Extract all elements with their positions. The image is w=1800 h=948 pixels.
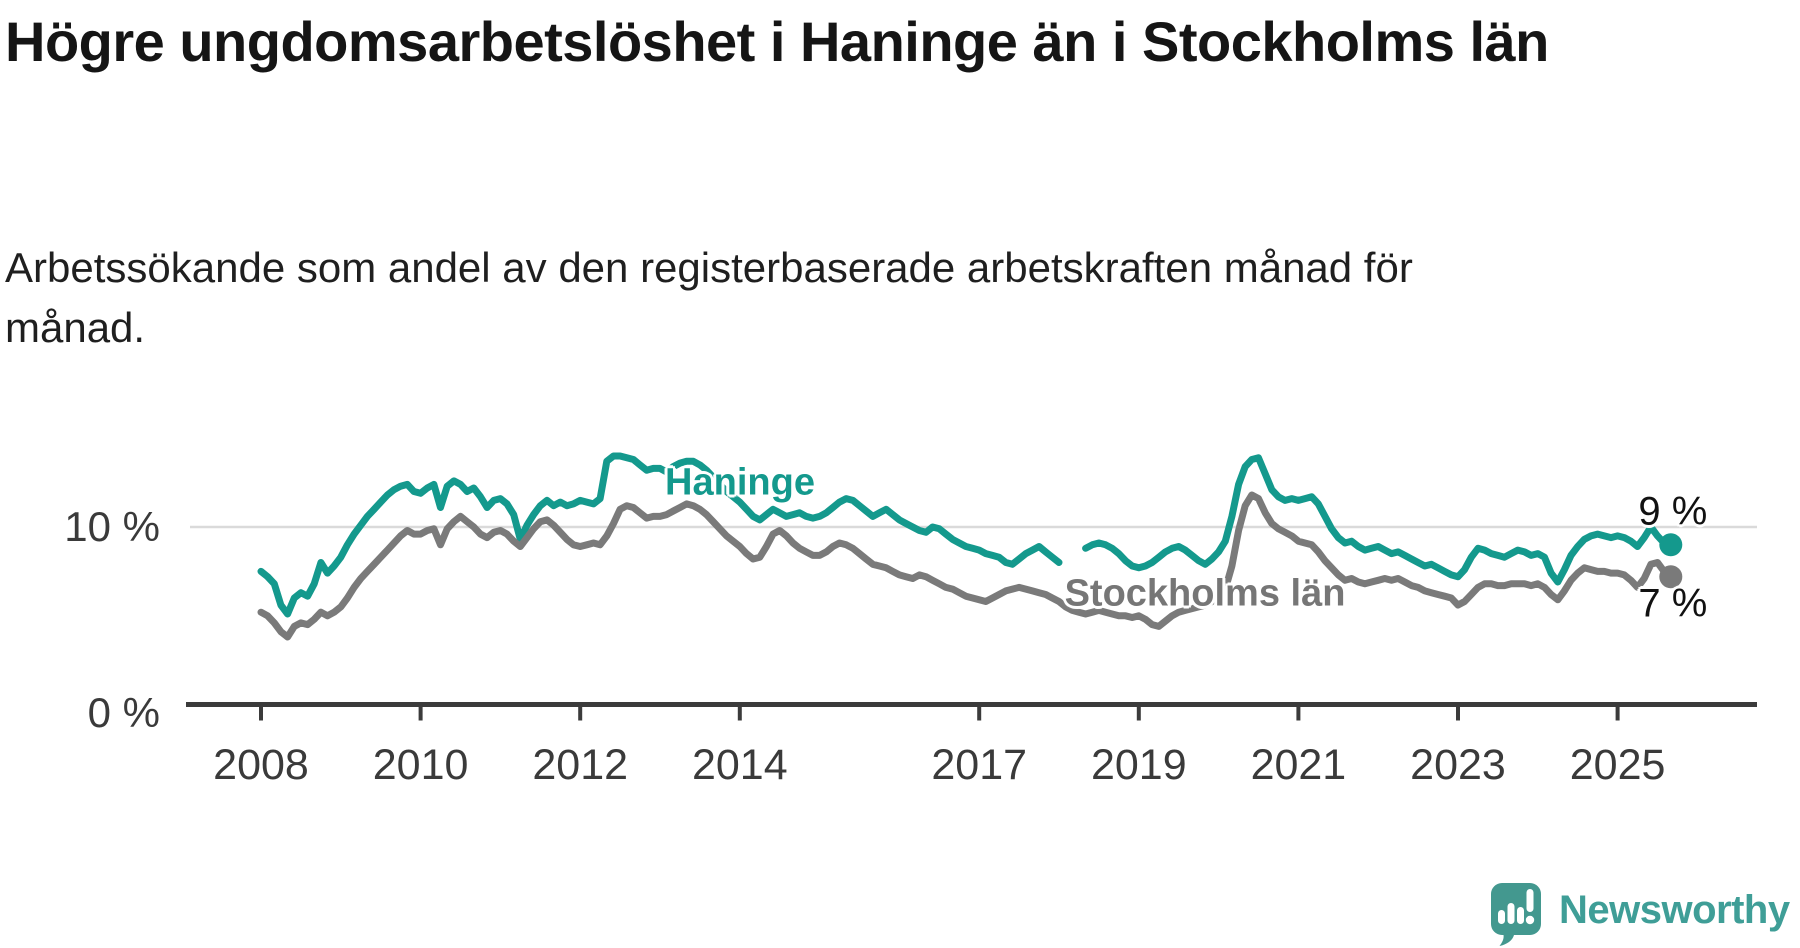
newsworthy-wordmark: Newsworthy	[1559, 888, 1790, 932]
end-dot-haninge	[1659, 533, 1683, 557]
end-value-stockholms-lan: 7 %	[1638, 581, 1708, 626]
x-tick-label-2014: 2014	[692, 741, 788, 789]
chart-subtitle: Arbetssökande som andel av den registerb…	[5, 244, 1413, 352]
page-title: Högre ungdomsarbetslöshet i Haninge än i…	[5, 10, 1549, 73]
x-tick-label-2008: 2008	[213, 741, 309, 789]
x-tick-label-2021: 2021	[1251, 741, 1347, 789]
newsworthy-logo: Newsworthy	[1486, 880, 1790, 946]
newsworthy-icon	[1491, 883, 1541, 946]
x-tick-label-2025: 2025	[1570, 741, 1666, 789]
series-label-haninge: Haninge	[665, 461, 815, 504]
x-tick-label-2017: 2017	[931, 741, 1027, 789]
x-tick-label-2010: 2010	[373, 741, 469, 789]
y-axis-label-0: 0 %	[87, 689, 160, 736]
series-line-stockholms-lan	[257, 491, 1675, 641]
series-label-stockholms-lan: Stockholms län	[1064, 572, 1346, 615]
end-dot-stockholms-lan	[1659, 565, 1683, 589]
x-tick-label-2019: 2019	[1091, 741, 1187, 789]
x-tick-label-2012: 2012	[532, 741, 628, 789]
y-axis-label-10: 10 %	[64, 503, 160, 550]
series-line-haninge	[257, 452, 1675, 618]
end-value-haninge: 9 %	[1638, 489, 1708, 534]
x-tick-label-2023: 2023	[1410, 741, 1506, 789]
